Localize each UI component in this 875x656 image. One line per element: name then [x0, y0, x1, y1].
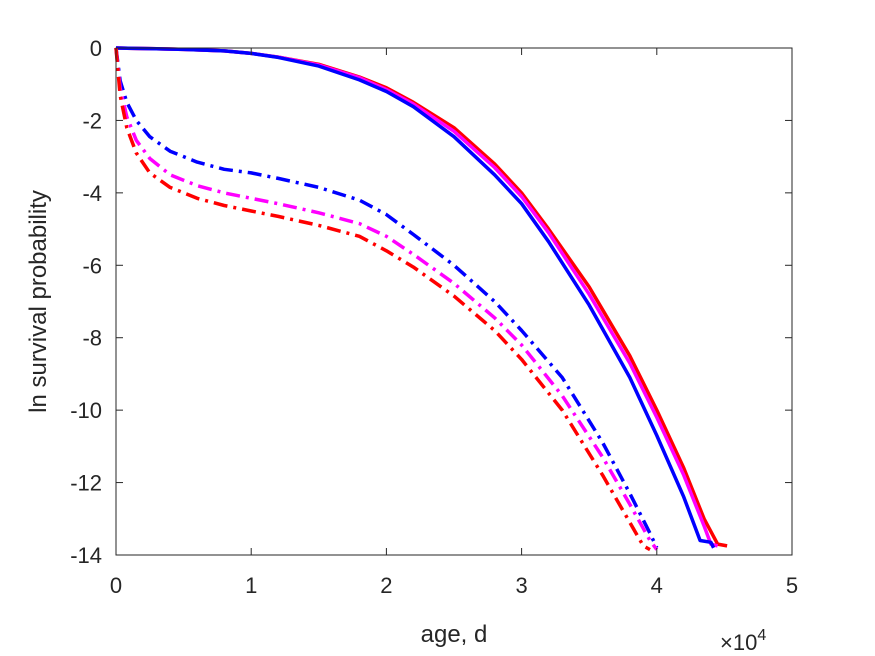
y-tick-label: -4 [82, 181, 102, 206]
x-tick-label: 1 [245, 573, 257, 598]
plot-area-box [115, 47, 793, 556]
y-tick-label: -12 [70, 471, 102, 496]
y-tick-label: -8 [82, 326, 102, 351]
y-tick-label: 0 [90, 36, 102, 61]
x-axis-exponent-label: ×104 [720, 627, 766, 655]
y-tick-label: -2 [82, 108, 102, 133]
series-line-1 [115, 46, 728, 548]
ticks-layer: 0 1 2 3 4 5 0 -2 -4 -6 -8 -10 -12 -14 [70, 36, 798, 598]
y-tick-label: -10 [70, 398, 102, 423]
y-tick-label: -14 [70, 543, 102, 568]
x-axis-title: age, d [421, 621, 488, 648]
series-layer [114, 46, 728, 552]
series-line-2 [115, 46, 719, 548]
y-tick-label: -6 [82, 253, 102, 278]
x-exponent-base: ×10 [720, 630, 757, 655]
series-line-6 [114, 47, 651, 552]
x-tick-label: 2 [380, 573, 392, 598]
series-line-4 [114, 47, 659, 549]
y-axis-title: ln survival probability [25, 190, 52, 413]
series-line-5 [114, 47, 659, 551]
x-tick-label: 4 [651, 573, 663, 598]
x-exponent-power: 4 [757, 627, 766, 644]
x-tick-label: 5 [786, 573, 798, 598]
x-tick-label: 3 [515, 573, 527, 598]
series-line-3 [115, 46, 716, 549]
x-tick-label: 0 [110, 573, 122, 598]
